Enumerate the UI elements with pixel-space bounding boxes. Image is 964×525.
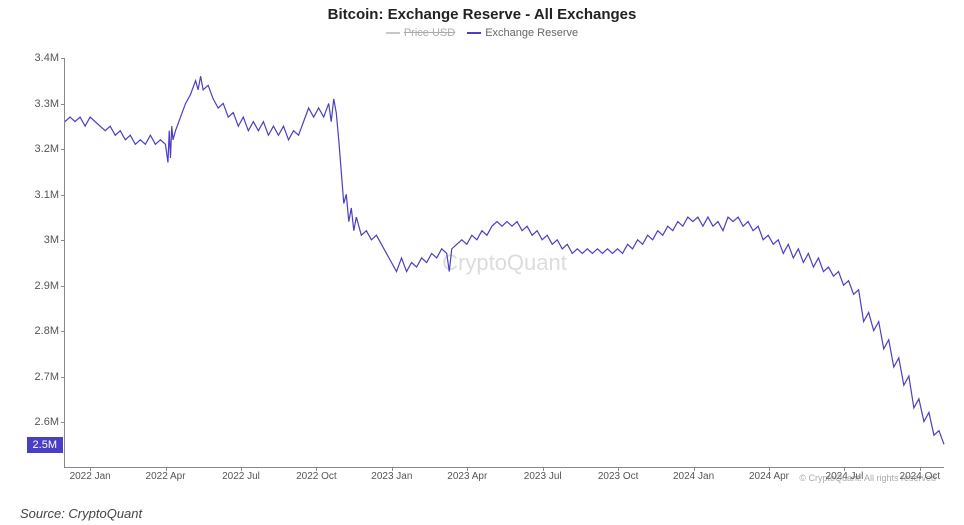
chart-title: Bitcoin: Exchange Reserve - All Exchange… [0, 0, 964, 23]
xtick-label: 2024 Jan [673, 471, 714, 482]
ytick-mark [61, 104, 65, 105]
legend-item: Exchange Reserve [467, 27, 578, 39]
xtick-label: 2023 Oct [598, 471, 639, 482]
ytick-mark [61, 331, 65, 332]
ytick-label: 3.2M [35, 143, 59, 155]
source-label: Source: CryptoQuant [20, 506, 142, 521]
xtick-label: 2022 Apr [146, 471, 186, 482]
line-series-svg [65, 58, 944, 467]
ytick-label: 3.4M [35, 52, 59, 64]
xtick-label: 2023 Jul [524, 471, 562, 482]
ytick-label: 3M [44, 234, 59, 246]
ytick-label: 2.9M [35, 280, 59, 292]
xtick-label: 2023 Jan [371, 471, 412, 482]
xtick-label: 2024 Oct [900, 471, 941, 482]
ytick-label: 3.1M [35, 189, 59, 201]
ytick-mark [61, 195, 65, 196]
ytick-mark [61, 422, 65, 423]
xtick-label: 2024 Jul [826, 471, 864, 482]
xtick-label: 2024 Apr [749, 471, 789, 482]
ytick-mark [61, 286, 65, 287]
xtick-label: 2023 Apr [447, 471, 487, 482]
legend-item: Price USD [386, 27, 455, 39]
legend-swatch [386, 32, 400, 34]
ytick-mark [61, 240, 65, 241]
legend-swatch [467, 32, 481, 34]
xtick-label: 2022 Oct [296, 471, 337, 482]
ytick-label: 2.8M [35, 325, 59, 337]
xtick-label: 2022 Jan [70, 471, 111, 482]
ytick-label: 2.7M [35, 371, 59, 383]
legend-label: Price USD [404, 27, 455, 39]
legend-label: Exchange Reserve [485, 27, 578, 39]
xtick-label: 2022 Jul [222, 471, 260, 482]
series-line [65, 76, 944, 444]
ytick-label: 3.3M [35, 98, 59, 110]
ytick-label: 2.6M [35, 416, 59, 428]
ytick-mark [61, 58, 65, 59]
chart-legend: Price USD Exchange Reserve [0, 25, 964, 39]
plot-area: CryptoQuant © CryptoQuant. All rights re… [64, 58, 944, 468]
chart-container: Bitcoin: Exchange Reserve - All Exchange… [0, 0, 964, 500]
end-value-badge: 2.5M [27, 437, 63, 453]
ytick-mark [61, 377, 65, 378]
ytick-mark [61, 149, 65, 150]
